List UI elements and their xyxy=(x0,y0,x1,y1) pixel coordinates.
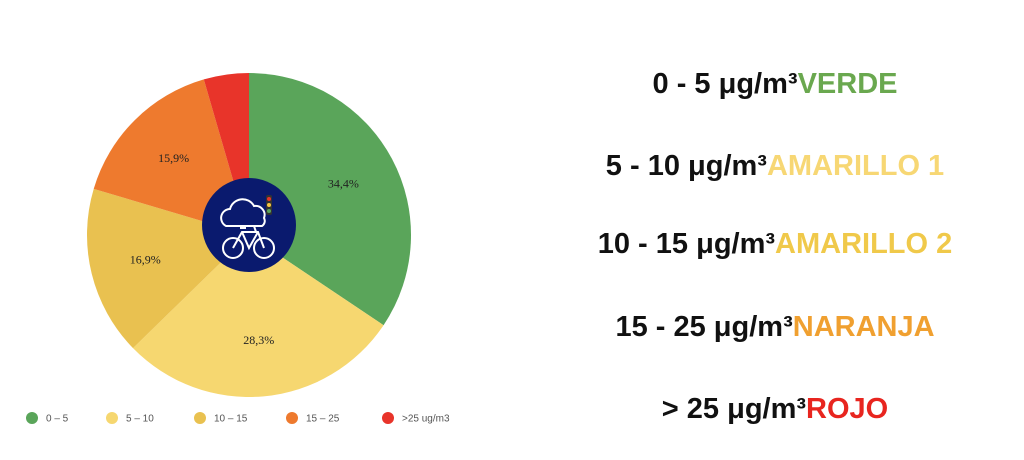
scale-range: 10 - 15 μg/m³ xyxy=(598,228,776,260)
legend-dot xyxy=(194,412,206,424)
legend-label: 5 – 10 xyxy=(126,414,154,425)
pie-slice xyxy=(249,73,412,326)
light xyxy=(267,197,271,201)
light xyxy=(267,209,271,213)
light xyxy=(267,203,271,207)
cloud xyxy=(220,198,266,227)
wheel xyxy=(222,237,244,259)
legend-dot xyxy=(26,412,38,424)
scale-name: VERDE xyxy=(798,68,898,100)
wheel xyxy=(253,237,275,259)
scale-range: 0 - 5 μg/m³ xyxy=(653,68,798,100)
legend-dot xyxy=(286,412,298,424)
legend-label: 10 – 15 xyxy=(214,414,248,425)
scale-range: 15 - 25 μg/m³ xyxy=(615,311,793,343)
center-icon xyxy=(202,178,296,272)
scale-row: 0 - 5 μg/m³VERDE xyxy=(653,68,898,100)
value-label: 34,4% xyxy=(328,176,359,190)
scale-name: ROJO xyxy=(806,393,888,425)
legend-label: 15 – 25 xyxy=(306,414,340,425)
scale-row: 5 - 10 μg/m³AMARILLO 1 xyxy=(606,150,944,182)
scale-range: 5 - 10 μg/m³ xyxy=(606,150,768,182)
legend-dot xyxy=(106,412,118,424)
legend-dot xyxy=(382,412,394,424)
legend-label: 0 – 5 xyxy=(46,414,69,425)
pie-slice xyxy=(93,79,249,235)
value-label: 15,9% xyxy=(158,151,189,165)
scale-name: AMARILLO 1 xyxy=(767,150,944,182)
scale-row: > 25 μg/m³ROJO xyxy=(662,393,888,425)
frame xyxy=(232,225,265,251)
value-label: 28,3% xyxy=(243,333,274,347)
value-label: 16,9% xyxy=(130,252,161,266)
legend-label: >25 ug/m3 xyxy=(402,414,450,425)
scale-range: > 25 μg/m³ xyxy=(662,393,807,425)
scale-row: 15 - 25 μg/m³NARANJA xyxy=(615,311,934,343)
scale-row: 10 - 15 μg/m³AMARILLO 2 xyxy=(598,228,953,260)
scale-name: AMARILLO 2 xyxy=(775,228,952,260)
pie-slice xyxy=(133,235,384,397)
scale-name: NARANJA xyxy=(793,311,935,343)
